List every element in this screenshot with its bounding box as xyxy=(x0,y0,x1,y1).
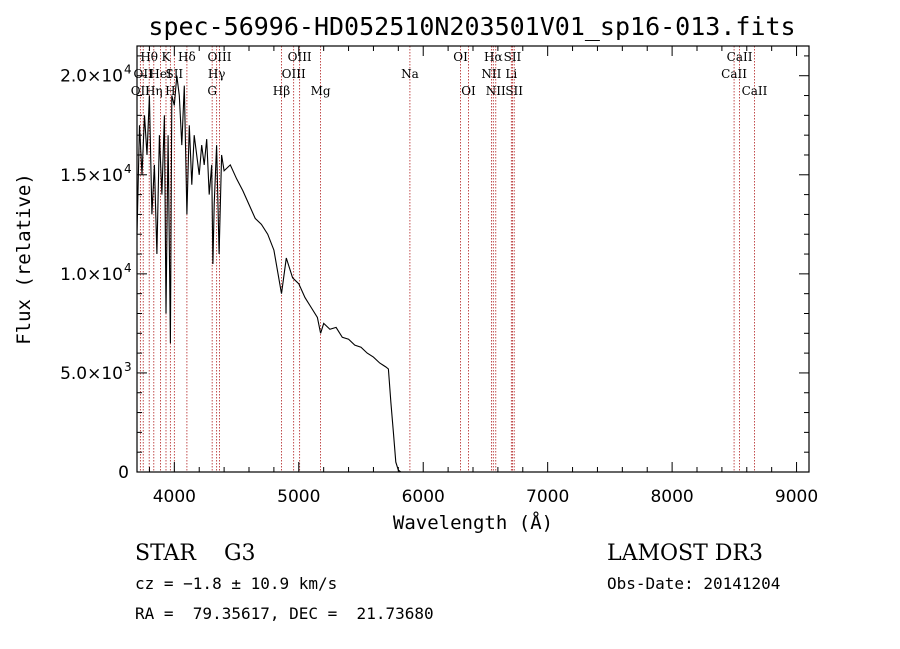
chart-title: spec-56996-HD052510N203501V01_sp16-013.f… xyxy=(148,12,795,41)
line-label: SII xyxy=(505,84,523,98)
line-label: CaII xyxy=(721,67,747,81)
y-tick-label: 1.5×10 xyxy=(60,166,123,186)
line-label: CaII xyxy=(727,50,753,64)
line-label: Hη xyxy=(145,84,163,98)
line-label: OIII xyxy=(207,50,231,64)
x-tick-label: 4000 xyxy=(153,487,196,507)
x-axis-label: Wavelength (Å) xyxy=(393,511,553,534)
y-tick-label: 5.0×10 xyxy=(60,364,123,384)
line-label: Hα xyxy=(484,50,503,64)
line-label: SII xyxy=(504,50,522,64)
line-label: H xyxy=(165,84,175,98)
line-label: OII xyxy=(134,67,154,81)
spectrum-series-line xyxy=(136,75,809,473)
redshift-cz: cz = −1.8 ± 10.9 km/s xyxy=(135,574,337,593)
y-tick-label: 0 xyxy=(118,463,129,483)
y-axis-ticks: 05.0×10 31.0×10 41.5×10 42.0×10 4 xyxy=(60,55,809,483)
line-label: Li xyxy=(505,67,517,81)
y-tick-label: 2.0×10 xyxy=(60,67,123,87)
line-label: OIII xyxy=(282,67,306,81)
x-tick-label: 6000 xyxy=(402,487,445,507)
x-tick-label: 7000 xyxy=(526,487,569,507)
line-label: G xyxy=(207,84,217,98)
line-label: OI xyxy=(453,50,468,64)
line-label: HeI xyxy=(149,67,172,81)
y-tick-exponent: 3 xyxy=(124,360,132,374)
line-label: SII xyxy=(165,67,183,81)
x-tick-label: 8000 xyxy=(650,487,693,507)
line-label: Hθ xyxy=(140,50,158,64)
line-label: Na xyxy=(401,67,419,81)
y-tick-label: 1.0×10 xyxy=(60,265,123,285)
y-tick-exponent: 4 xyxy=(124,162,132,176)
observation-date: Obs-Date: 20141204 xyxy=(607,574,780,593)
line-label: Hγ xyxy=(208,67,226,81)
y-axis-label: Flux (relative) xyxy=(13,173,35,345)
line-label: OIII xyxy=(288,50,312,64)
line-label: OII xyxy=(131,84,151,98)
line-label: K xyxy=(162,50,172,64)
line-label: Hβ xyxy=(273,84,290,98)
line-label: NII xyxy=(486,84,506,98)
line-label: CaII xyxy=(742,84,768,98)
emission-line-markers xyxy=(139,46,755,472)
x-tick-label: 9000 xyxy=(775,487,818,507)
survey-name: LAMOST DR3 xyxy=(607,541,763,566)
x-axis-ticks: 4000 5000 6000 7000 8000 9000 xyxy=(148,46,818,507)
x-tick-label: 5000 xyxy=(277,487,320,507)
object-class: STAR G3 xyxy=(135,541,256,566)
coordinates: RA = 79.35617, DEC = 21.73680 xyxy=(135,604,434,623)
line-label: Hδ xyxy=(178,50,196,64)
line-label: Mg xyxy=(311,84,331,98)
y-tick-exponent: 4 xyxy=(124,63,132,77)
y-tick-exponent: 4 xyxy=(124,261,132,275)
line-label: OI xyxy=(461,84,476,98)
plot-frame xyxy=(136,45,810,473)
emission-line-labels: OII OII Hθ Hη HeI K H SII Hδ G Hγ OIII Hβ OIII OIII Mg N… xyxy=(131,50,768,98)
line-label: NII xyxy=(481,67,501,81)
